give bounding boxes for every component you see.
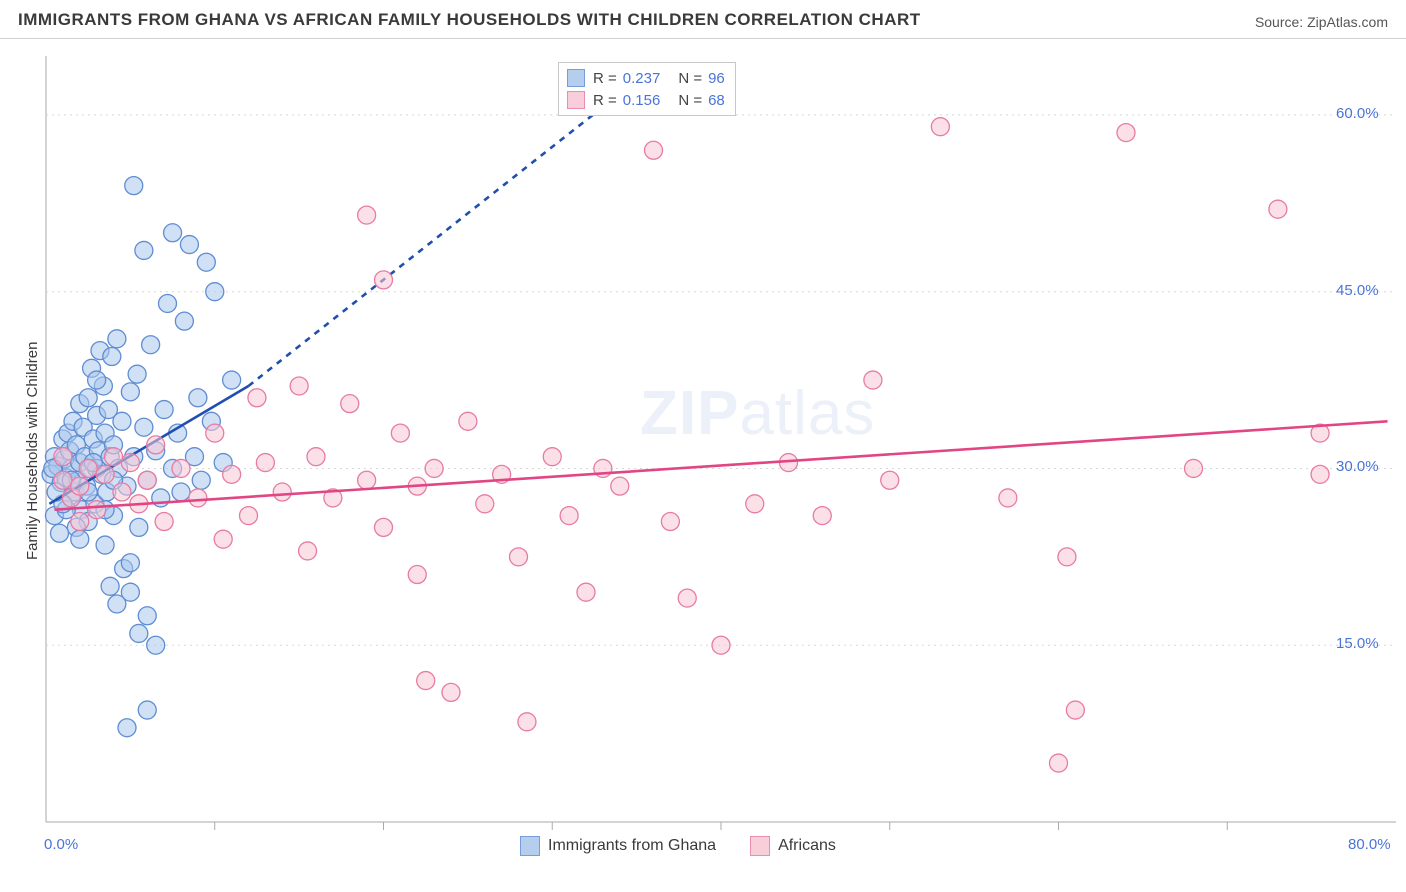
correlation-stats-box: R =0.237N =96R =0.156N =68 — [558, 62, 736, 116]
series-legend: Immigrants from Ghana Africans — [520, 836, 836, 856]
y-tick-label: 45.0% — [1336, 282, 1379, 299]
x-axis-start-label: 0.0% — [44, 836, 78, 853]
legend-label-africans: Africans — [778, 837, 836, 855]
y-tick-label: 60.0% — [1336, 105, 1379, 122]
n-value-africans: 68 — [708, 92, 725, 109]
legend-swatch-africans — [750, 836, 770, 856]
y-tick-label: 15.0% — [1336, 635, 1379, 652]
swatch-africans — [567, 91, 585, 109]
n-value-ghana: 96 — [708, 70, 725, 87]
stats-row-africans: R =0.156N =68 — [567, 89, 725, 111]
legend-swatch-ghana — [520, 836, 540, 856]
plot-area — [0, 0, 1406, 892]
stats-row-ghana: R =0.237N =96 — [567, 67, 725, 89]
correlation-chart: IMMIGRANTS FROM GHANA VS AFRICAN FAMILY … — [0, 0, 1406, 892]
r-value-africans: 0.156 — [623, 92, 661, 109]
r-value-ghana: 0.237 — [623, 70, 661, 87]
legend-label-ghana: Immigrants from Ghana — [548, 837, 716, 855]
y-tick-label: 30.0% — [1336, 458, 1379, 475]
x-axis-end-label: 80.0% — [1348, 836, 1391, 853]
swatch-ghana — [567, 69, 585, 87]
